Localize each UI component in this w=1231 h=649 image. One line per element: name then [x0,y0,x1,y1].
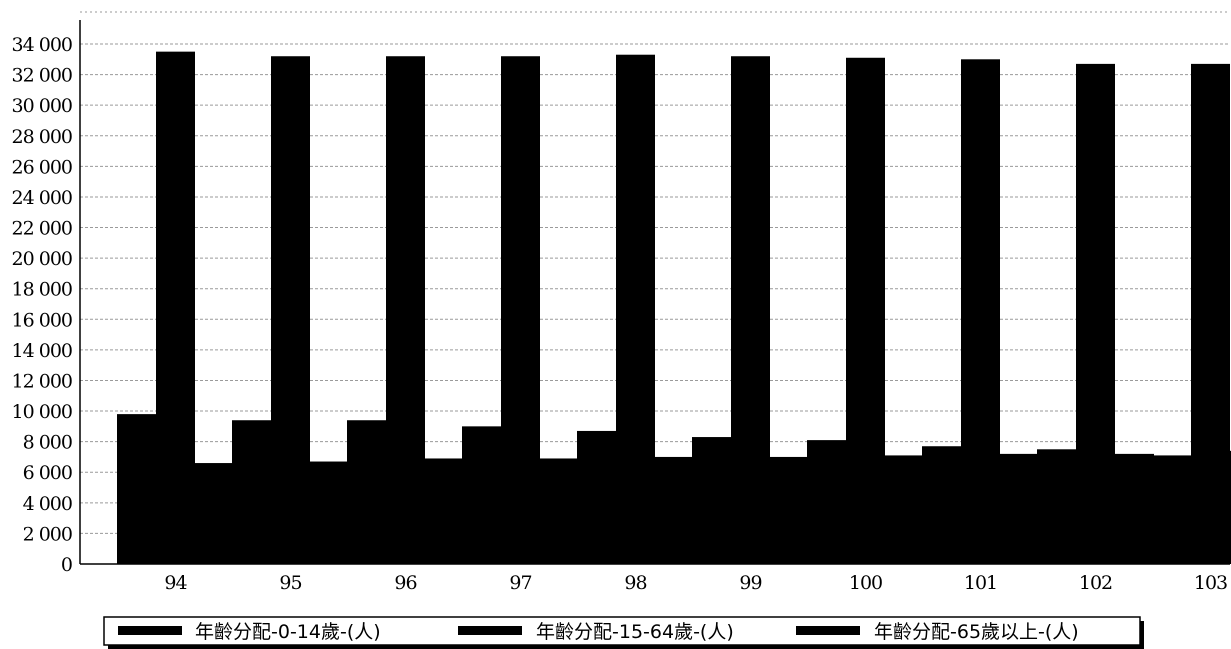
x-tick-label: 102 [1079,572,1112,594]
bar-3 [1115,453,1154,564]
y-tick-label: 32 000 [12,65,72,87]
legend-label: 年齡分配-0-14歲-(人) [195,621,381,643]
axes [79,20,1230,565]
bar-3 [540,458,579,564]
bar-1 [117,414,156,564]
x-tick-label: 101 [964,572,997,594]
bar-1 [807,440,846,564]
y-tick-label: 16 000 [12,309,72,331]
legend-box [103,616,1141,646]
bar-2 [731,56,770,565]
y-tick-label: 12 000 [12,370,72,392]
bar-3 [770,456,809,564]
legend-label: 年齡分配-65歲以上-(人) [874,621,1079,643]
bar-2 [616,54,655,565]
y-tick-label: 24 000 [12,187,72,209]
y-axis-ticks: 0 2 000 4 000 6 000 8 000 10 000 12 000 14 000 1… [12,34,73,576]
bar-2 [1076,63,1115,564]
bars [117,51,1231,565]
bar-3 [885,455,924,564]
y-tick-label: 4 000 [23,493,72,515]
y-tick-label: 20 000 [12,248,72,270]
x-tick-label: 99 [739,572,761,594]
bar-2 [156,51,195,565]
bar-2 [501,56,540,565]
x-tick-label: 97 [509,572,531,594]
y-tick-label: 0 [61,554,72,576]
y-tick-label: 2 000 [23,523,72,545]
legend: 年齡分配-0-14歲-(人) 年齡分配-15-64歲-(人) 年齡分配-65歲以上-… [103,616,1144,649]
y-tick-label: 14 000 [12,340,72,362]
x-tick-label: 96 [394,572,416,594]
y-tick-label: 30 000 [12,95,72,117]
x-tick-label: 100 [849,572,882,594]
bar-2 [386,56,425,565]
y-tick-label: 18 000 [12,279,72,301]
bar-1 [232,420,271,564]
bar-1 [1152,455,1191,564]
y-tick-label: 26 000 [12,156,72,178]
bar-3 [195,463,234,564]
y-tick-label: 8 000 [23,432,72,454]
bar-1 [462,426,501,564]
y-tick-label: 6 000 [23,462,72,484]
bar-1 [692,437,731,564]
bar-1 [922,446,961,564]
bar-1 [347,420,386,564]
legend-swatch [458,626,522,635]
legend-label: 年齡分配-15-64歲-(人) [536,621,734,643]
y-tick-label: 22 000 [12,218,72,240]
bar-3 [425,458,464,564]
bar-2 [846,57,885,564]
y-tick-label: 34 000 [12,34,72,56]
x-axis-labels: 94 95 96 97 98 99 100 101 102 103 [164,572,1228,594]
bar-3 [1000,453,1039,564]
bar-1 [577,430,616,564]
y-tick-label: 28 000 [12,126,72,148]
legend-swatch [796,626,860,635]
bar-2 [271,56,310,565]
x-tick-label: 103 [1194,572,1227,594]
bar-3 [655,456,694,564]
bar-2 [1191,63,1230,564]
x-tick-label: 98 [624,572,646,594]
bar-1 [1037,449,1076,564]
legend-swatch [118,626,182,635]
bar-2 [961,59,1000,564]
y-tick-label: 10 000 [12,401,72,423]
x-tick-label: 94 [164,572,187,594]
bar-3 [310,461,349,564]
x-tick-label: 95 [279,572,301,594]
